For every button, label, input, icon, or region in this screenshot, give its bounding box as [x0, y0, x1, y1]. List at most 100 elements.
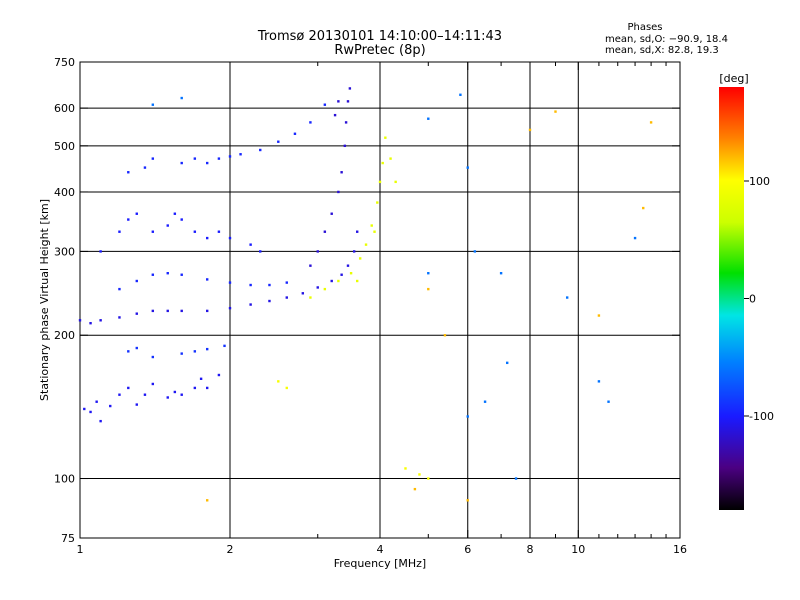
echo-point	[223, 344, 226, 348]
colorbar	[719, 87, 744, 510]
echo-point	[151, 103, 155, 106]
echo-point	[259, 148, 262, 152]
echo-point	[344, 121, 348, 124]
echo-point	[358, 257, 362, 260]
echo-point	[323, 287, 327, 291]
echo-point	[459, 93, 462, 96]
y-tick-label: 400	[54, 186, 75, 199]
echo-point	[346, 264, 350, 267]
echo-point	[355, 230, 359, 233]
echo-point	[330, 212, 333, 215]
echo-point	[151, 309, 155, 313]
echo-point	[118, 287, 121, 291]
echo-point	[127, 171, 130, 174]
echo-point	[309, 264, 312, 267]
echo-point	[118, 230, 121, 233]
echo-point	[228, 281, 232, 284]
echo-point	[99, 319, 102, 322]
x-tick-label: 10	[571, 543, 585, 556]
echo-point	[180, 273, 183, 276]
echo-point	[285, 296, 288, 299]
echo-point	[277, 140, 280, 143]
x-axis-label: Frequency [MHz]	[334, 557, 426, 570]
x-tick-label: 4	[377, 543, 384, 556]
echo-point	[135, 312, 138, 315]
colorbar-tick-label: -100	[749, 410, 774, 423]
echo-point	[199, 377, 203, 380]
echo-point	[127, 386, 130, 390]
echo-point	[364, 243, 368, 246]
echo-point	[285, 281, 288, 284]
echo-point	[259, 250, 262, 253]
echo-point	[340, 273, 343, 276]
echo-point	[333, 113, 337, 117]
echo-point	[301, 292, 305, 295]
y-tick-label: 100	[54, 473, 75, 486]
echo-point	[127, 218, 130, 221]
echo-point	[309, 296, 312, 299]
echo-point	[413, 487, 417, 491]
x-tick-label: 1	[77, 543, 84, 556]
echo-point	[355, 279, 359, 283]
echo-point	[340, 171, 343, 174]
echo-point	[78, 319, 82, 322]
echo-point	[166, 309, 169, 313]
echo-point	[217, 230, 221, 233]
echo-point	[217, 373, 221, 377]
echo-point	[349, 272, 353, 275]
echo-point	[173, 390, 177, 394]
echo-point	[418, 473, 421, 476]
echo-point	[166, 396, 169, 399]
chart-subtitle: RwPretec (8p)	[334, 43, 425, 58]
echo-point	[193, 386, 197, 390]
colorbar-label: [deg]	[719, 72, 748, 85]
echo-point	[376, 201, 379, 204]
echo-point	[173, 212, 177, 215]
echo-point	[205, 499, 209, 502]
echo-point	[443, 334, 447, 337]
echo-point	[427, 272, 430, 275]
echo-point	[597, 314, 601, 317]
echo-point	[323, 230, 327, 233]
echo-point	[330, 279, 333, 283]
y-tick-label: 200	[54, 329, 75, 342]
echo-point	[205, 386, 209, 390]
echo-point	[205, 309, 209, 313]
echo-point	[143, 393, 147, 396]
echo-point	[135, 403, 138, 406]
echo-point	[528, 128, 532, 132]
grid-layer	[80, 62, 680, 538]
echo-point	[228, 306, 232, 310]
phases-heading: Phases	[627, 22, 662, 33]
echo-point	[384, 136, 387, 139]
echo-point	[205, 236, 209, 240]
chart-title: Tromsø 20130101 14:10:00–14:11:43	[257, 29, 502, 44]
echo-point	[285, 386, 288, 390]
echo-point	[427, 287, 430, 291]
echo-point	[249, 283, 252, 287]
echo-point	[389, 157, 392, 160]
echo-point	[83, 407, 86, 411]
x-tick-label: 2	[227, 543, 234, 556]
x-tick-label: 8	[527, 543, 534, 556]
echo-point	[127, 350, 130, 353]
phases-x-stats: mean, sd,X: 82.8, 19.3	[605, 45, 719, 56]
echo-point	[293, 132, 297, 135]
tick-layer: 1 2 4 6 8 10 16 75 100 200 300 400 500 600 750	[54, 56, 687, 556]
x-tick-label: 6	[464, 543, 471, 556]
echo-point	[642, 206, 645, 210]
echo-point	[277, 380, 280, 383]
echo-point	[633, 236, 637, 240]
echo-point	[217, 157, 221, 160]
echo-point	[597, 380, 601, 383]
echo-point	[337, 279, 340, 283]
echo-point	[381, 161, 384, 165]
echo-point	[483, 400, 487, 403]
echo-point	[346, 100, 350, 103]
echo-point	[249, 303, 252, 306]
echo-point	[337, 100, 340, 103]
echo-point	[151, 273, 155, 276]
echo-point	[166, 224, 169, 227]
colorbar-ticks: 100 0 -100	[744, 175, 774, 423]
echo-point	[151, 157, 155, 160]
